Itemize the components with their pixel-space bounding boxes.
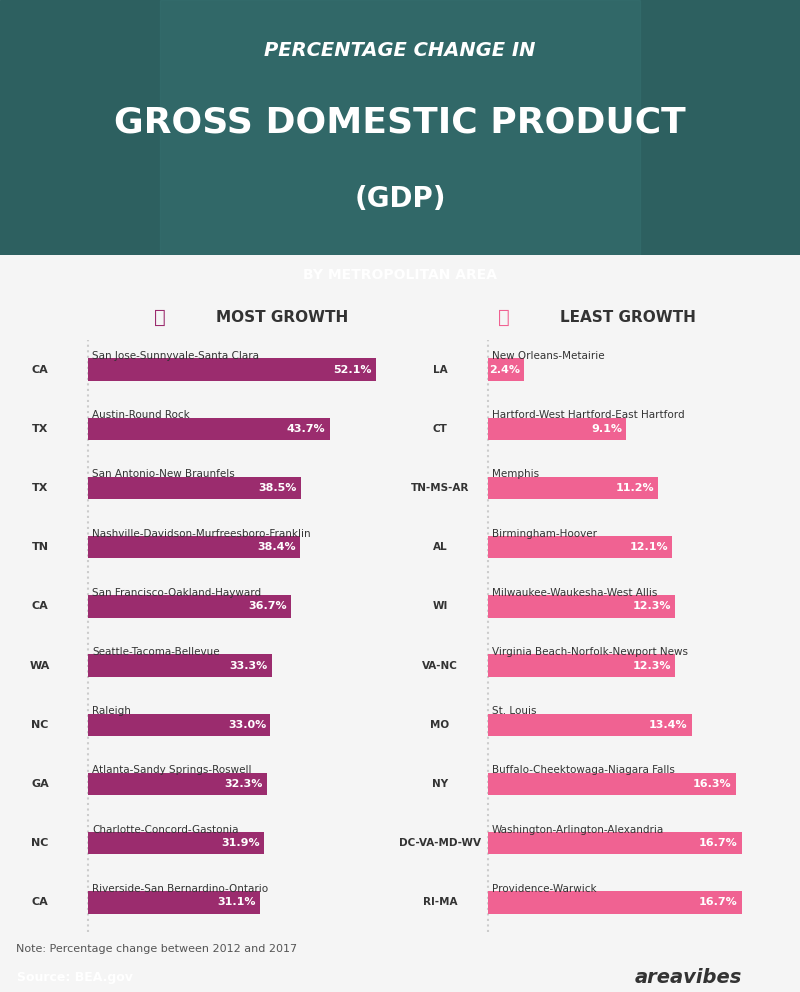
Text: 36.7%: 36.7% xyxy=(248,601,287,611)
Text: 12.3%: 12.3% xyxy=(633,661,671,671)
Text: 52.1%: 52.1% xyxy=(334,365,372,375)
Text: GA: GA xyxy=(31,779,49,789)
Text: AL: AL xyxy=(433,543,447,553)
Text: Seattle-Tacoma-Bellevue: Seattle-Tacoma-Bellevue xyxy=(92,647,220,657)
Text: VA-NC: VA-NC xyxy=(422,661,458,671)
Bar xyxy=(488,477,658,499)
Text: (GDP): (GDP) xyxy=(354,185,446,213)
Text: NY: NY xyxy=(432,779,448,789)
Text: areavibes: areavibes xyxy=(634,968,742,987)
Bar xyxy=(488,832,742,854)
Text: CA: CA xyxy=(32,365,48,375)
Text: 33.3%: 33.3% xyxy=(230,661,268,671)
Text: 16.3%: 16.3% xyxy=(693,779,732,789)
Text: Buffalo-Cheektowaga-Niagara Falls: Buffalo-Cheektowaga-Niagara Falls xyxy=(492,766,675,776)
Text: DC-VA-MD-WV: DC-VA-MD-WV xyxy=(399,838,481,848)
Bar xyxy=(488,418,626,440)
Text: Note: Percentage change between 2012 and 2017: Note: Percentage change between 2012 and… xyxy=(16,943,297,953)
Text: Birmingham-Hoover: Birmingham-Hoover xyxy=(492,529,597,539)
Text: RI-MA: RI-MA xyxy=(422,898,458,908)
Bar xyxy=(88,891,260,914)
Bar xyxy=(88,595,291,618)
Text: Washington-Arlington-Alexandria: Washington-Arlington-Alexandria xyxy=(492,824,664,834)
Text: NC: NC xyxy=(31,720,49,730)
Bar xyxy=(160,0,640,255)
Text: 12.1%: 12.1% xyxy=(630,543,668,553)
Text: San Antonio-New Braunfels: San Antonio-New Braunfels xyxy=(92,469,234,479)
Text: ➕: ➕ xyxy=(154,308,166,327)
Text: 31.9%: 31.9% xyxy=(222,838,260,848)
Bar xyxy=(488,891,742,914)
Text: 12.3%: 12.3% xyxy=(633,601,671,611)
Text: 16.7%: 16.7% xyxy=(699,838,738,848)
Bar xyxy=(88,358,376,381)
Text: Nashville-Davidson-Murfreesboro-Franklin: Nashville-Davidson-Murfreesboro-Franklin xyxy=(92,529,310,539)
Text: St. Louis: St. Louis xyxy=(492,706,537,716)
Bar xyxy=(88,773,266,796)
Text: Providence-Warwick: Providence-Warwick xyxy=(492,884,597,894)
Bar xyxy=(88,832,264,854)
Text: 2.4%: 2.4% xyxy=(490,365,521,375)
Text: Source: BEA.gov: Source: BEA.gov xyxy=(18,971,133,984)
Bar xyxy=(488,773,736,796)
Text: 11.2%: 11.2% xyxy=(616,483,654,493)
Text: LEAST GROWTH: LEAST GROWTH xyxy=(560,310,696,325)
Text: TN-MS-AR: TN-MS-AR xyxy=(411,483,469,493)
Bar xyxy=(88,477,301,499)
Text: TX: TX xyxy=(32,483,48,493)
Text: PERCENTAGE CHANGE IN: PERCENTAGE CHANGE IN xyxy=(264,42,536,61)
Text: CT: CT xyxy=(433,424,447,434)
Bar xyxy=(88,713,270,736)
Text: GROSS DOMESTIC PRODUCT: GROSS DOMESTIC PRODUCT xyxy=(114,105,686,140)
Bar xyxy=(88,536,300,558)
Text: Milwaukee-Waukesha-West Allis: Milwaukee-Waukesha-West Allis xyxy=(492,588,658,598)
Text: Atlanta-Sandy Springs-Roswell: Atlanta-Sandy Springs-Roswell xyxy=(92,766,251,776)
Text: 16.7%: 16.7% xyxy=(699,898,738,908)
Text: Hartford-West Hartford-East Hartford: Hartford-West Hartford-East Hartford xyxy=(492,410,685,421)
Text: 13.4%: 13.4% xyxy=(649,720,688,730)
Bar xyxy=(488,358,525,381)
Text: 32.3%: 32.3% xyxy=(224,779,262,789)
Text: San Jose-Sunnyvale-Santa Clara: San Jose-Sunnyvale-Santa Clara xyxy=(92,351,259,361)
Text: LA: LA xyxy=(433,365,447,375)
Text: 38.4%: 38.4% xyxy=(258,543,296,553)
Text: 43.7%: 43.7% xyxy=(287,424,326,434)
Text: San Francisco-Oakland-Hayward: San Francisco-Oakland-Hayward xyxy=(92,588,261,598)
Text: BY METROPOLITAN AREA: BY METROPOLITAN AREA xyxy=(303,268,497,282)
Text: 33.0%: 33.0% xyxy=(228,720,266,730)
Text: Charlotte-Concord-Gastonia: Charlotte-Concord-Gastonia xyxy=(92,824,238,834)
Text: 38.5%: 38.5% xyxy=(258,483,297,493)
Bar xyxy=(488,536,672,558)
Bar xyxy=(488,595,675,618)
Text: Memphis: Memphis xyxy=(492,469,539,479)
Text: TN: TN xyxy=(31,543,49,553)
Text: Raleigh: Raleigh xyxy=(92,706,131,716)
Text: WA: WA xyxy=(30,661,50,671)
Text: New Orleans-Metairie: New Orleans-Metairie xyxy=(492,351,605,361)
Bar xyxy=(88,418,330,440)
Text: Austin-Round Rock: Austin-Round Rock xyxy=(92,410,190,421)
Bar xyxy=(488,713,692,736)
Text: 9.1%: 9.1% xyxy=(591,424,622,434)
Text: ➖: ➖ xyxy=(498,308,510,327)
Bar xyxy=(88,655,272,677)
Text: 31.1%: 31.1% xyxy=(218,898,256,908)
Text: CA: CA xyxy=(32,601,48,611)
Text: MOST GROWTH: MOST GROWTH xyxy=(216,310,348,325)
Text: TX: TX xyxy=(32,424,48,434)
Text: MO: MO xyxy=(430,720,450,730)
Text: Virginia Beach-Norfolk-Newport News: Virginia Beach-Norfolk-Newport News xyxy=(492,647,688,657)
Text: WI: WI xyxy=(432,601,448,611)
Text: CA: CA xyxy=(32,898,48,908)
Bar xyxy=(488,655,675,677)
Text: Riverside-San Bernardino-Ontario: Riverside-San Bernardino-Ontario xyxy=(92,884,268,894)
Text: NC: NC xyxy=(31,838,49,848)
